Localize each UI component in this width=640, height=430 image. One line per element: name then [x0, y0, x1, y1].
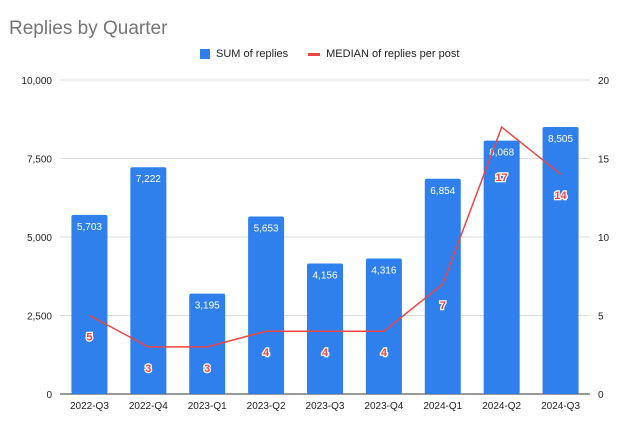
x-tick-label: 2024-Q1 — [423, 401, 462, 412]
chart-title: Replies by Quarter — [9, 18, 168, 39]
right-tick-label: 15 — [598, 155, 610, 166]
bar-value-label: 6,854 — [430, 186, 455, 197]
x-tick-label: 2022-Q4 — [129, 401, 168, 412]
median-value-label: 14 — [554, 190, 567, 202]
right-tick-label: 5 — [598, 312, 604, 323]
legend-swatch-sum — [200, 49, 210, 59]
bar — [424, 178, 461, 394]
bar-value-label: 5,653 — [254, 223, 279, 234]
bar-value-label: 3,195 — [195, 301, 220, 312]
right-tick-label: 20 — [598, 76, 610, 87]
left-tick-label: 10,000 — [21, 76, 52, 87]
left-tick-label: 7,500 — [27, 155, 52, 166]
legend-label-median: MEDIAN of replies per post — [326, 48, 460, 60]
right-tick-label: 0 — [598, 390, 604, 401]
left-tick-label: 5,000 — [27, 233, 52, 244]
left-tick-label: 0 — [46, 390, 52, 401]
median-value-label: 7 — [440, 300, 446, 312]
bar — [189, 293, 226, 394]
bar — [71, 214, 108, 394]
bar-value-label: 8,505 — [548, 134, 573, 145]
bar — [248, 216, 285, 394]
median-value-label: 4 — [381, 347, 388, 359]
bar-value-label: 5,703 — [77, 222, 102, 233]
x-tick-label: 2024-Q3 — [541, 401, 580, 412]
median-value-label: 5 — [86, 332, 92, 344]
x-tick-label: 2023-Q3 — [306, 401, 345, 412]
x-tick-label: 2023-Q2 — [247, 401, 286, 412]
x-tick-label: 2023-Q4 — [364, 401, 403, 412]
left-tick-label: 2,500 — [27, 312, 52, 323]
bar — [307, 263, 343, 394]
bar-value-label: 7,222 — [136, 174, 161, 185]
median-line — [89, 125, 562, 348]
legend-label-sum: SUM of replies — [216, 48, 289, 60]
median-value-label: 3 — [145, 363, 151, 375]
median-value-label: 17 — [496, 172, 508, 184]
legend-swatch-median — [308, 52, 321, 56]
bar-value-label: 8,068 — [489, 148, 514, 159]
bar — [365, 258, 402, 394]
bar-value-label: 4,156 — [312, 271, 337, 282]
x-tick-label: 2022-Q3 — [70, 401, 109, 412]
median-value-label: 4 — [263, 347, 270, 359]
legend: SUM of replies MEDIAN of replies per pos… — [200, 48, 459, 60]
bar — [542, 126, 579, 395]
x-tick-label: 2023-Q1 — [188, 401, 227, 412]
median-value-label: 3 — [204, 363, 210, 375]
bar — [130, 167, 167, 394]
median-value-label: 4 — [322, 347, 329, 359]
right-tick-label: 10 — [598, 233, 610, 244]
bar — [483, 140, 520, 394]
bar-value-label: 4,316 — [371, 265, 396, 276]
x-tick-label: 2024-Q2 — [482, 401, 521, 412]
